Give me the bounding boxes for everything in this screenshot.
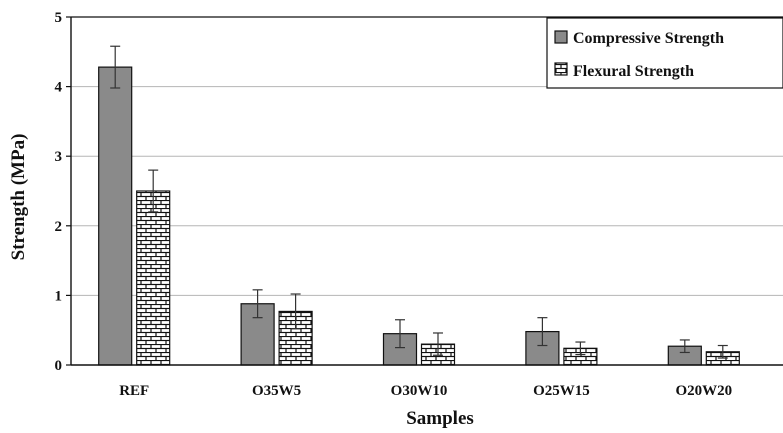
axes <box>70 16 783 366</box>
x-tick-label: O20W20 <box>675 383 732 399</box>
legend: Compressive Strength Flexural Strength <box>546 17 783 89</box>
y-tick-label: 4 <box>55 80 63 96</box>
x-tick-label: REF <box>119 383 149 399</box>
error-bar <box>252 289 263 319</box>
error-bar <box>717 344 728 359</box>
x-tick-labels: REF O35W5 O30W10 O25W15 O20W20 <box>119 383 732 399</box>
x-tick-label: O35W5 <box>252 383 301 399</box>
x-axis-title: Samples <box>406 408 474 429</box>
y-tick-label: 2 <box>55 219 63 235</box>
y-tick-label: 3 <box>55 149 63 165</box>
y-axis-title: Strength (MPa) <box>8 134 29 261</box>
y-tick-label: 0 <box>55 358 63 374</box>
error-bar <box>537 317 548 347</box>
legend-label-flexural: Flexural Strength <box>573 63 694 80</box>
legend-swatch-compressive <box>554 30 568 44</box>
bar-compressive-ref <box>98 66 133 366</box>
y-tick-labels: 0 1 2 3 4 5 <box>55 10 71 374</box>
legend-swatch-flexural <box>554 62 568 76</box>
error-bar <box>290 293 301 330</box>
x-tick-label: O30W10 <box>391 383 448 399</box>
y-tick-label: 5 <box>55 10 63 26</box>
bar-flexural-ref <box>136 190 171 366</box>
error-bar <box>148 169 159 213</box>
legend-label-compressive: Compressive Strength <box>573 30 724 47</box>
error-bar <box>395 319 405 349</box>
bars-group <box>98 45 740 366</box>
error-bar <box>433 332 443 356</box>
y-tick-label: 1 <box>55 288 63 304</box>
error-bar <box>575 341 586 356</box>
error-bar <box>679 339 690 354</box>
x-tick-label: O25W15 <box>533 383 590 399</box>
error-bar <box>110 45 121 89</box>
legend-box <box>546 17 783 89</box>
